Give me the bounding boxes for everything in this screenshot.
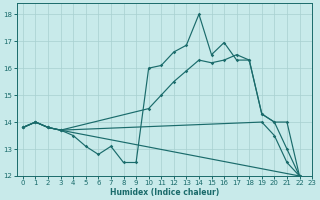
- X-axis label: Humidex (Indice chaleur): Humidex (Indice chaleur): [110, 188, 219, 197]
